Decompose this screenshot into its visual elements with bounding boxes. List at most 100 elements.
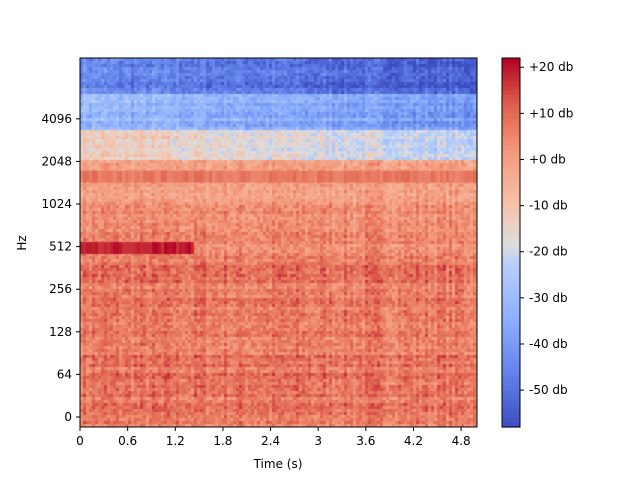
colorbar-swatch <box>502 274 520 280</box>
x-tick-label: 3 <box>314 434 322 448</box>
colorbar-swatch <box>502 408 520 414</box>
colorbar-swatch <box>502 237 520 244</box>
colorbar-swatch <box>502 131 520 138</box>
colorbar-swatch <box>502 164 520 170</box>
colorbar-swatch <box>502 270 520 276</box>
colorbar-swatch <box>502 104 520 110</box>
colorbar-swatch <box>502 348 520 354</box>
colorbar-tick-label: +10 db <box>529 106 573 120</box>
colorbar-swatch <box>502 150 520 156</box>
colorbar-tick-label: -50 db <box>529 383 568 397</box>
y-tick-label: 512 <box>49 240 72 254</box>
colorbar-tick-label: -30 db <box>529 291 568 305</box>
colorbar-swatch <box>502 117 520 124</box>
y-axis: 0 64 128 256 512 1024 2048 4096 <box>41 112 80 424</box>
colorbar-swatch <box>502 353 520 359</box>
colorbar-axis: +20 db +10 db +0 db -10 db -20 db -30 db -40 d… <box>520 60 573 397</box>
colorbar-swatch <box>502 297 520 304</box>
colorbar-swatch <box>502 334 520 340</box>
colorbar-swatch <box>502 367 520 373</box>
colorbar-swatch <box>502 81 520 87</box>
y-tick-label: 0 <box>64 410 72 424</box>
spectrogram-image <box>80 58 477 427</box>
colorbar-swatch <box>502 251 520 257</box>
colorbar-swatch <box>502 224 520 230</box>
y-tick-label: 1024 <box>41 197 72 211</box>
colorbar-swatch <box>502 173 520 179</box>
colorbar-swatch <box>502 242 520 248</box>
colorbar-swatch <box>502 205 520 211</box>
y-axis-label: Hz <box>15 235 29 250</box>
colorbar-swatch <box>502 371 520 377</box>
colorbar-swatch <box>502 210 520 216</box>
colorbar-swatch <box>502 413 520 419</box>
colorbar-swatch <box>502 302 520 308</box>
y-tick-label: 128 <box>49 325 72 339</box>
colorbar-swatch <box>502 76 520 82</box>
colorbar-swatch <box>502 127 520 133</box>
colorbar-swatch <box>502 62 520 68</box>
y-tick-label: 4096 <box>41 112 72 126</box>
colorbar-swatch <box>502 247 520 253</box>
colorbar-swatch <box>502 362 520 368</box>
colorbar-swatch <box>502 288 520 294</box>
colorbar-swatch <box>502 385 520 391</box>
colorbar-swatch <box>502 394 520 400</box>
colorbar-swatch <box>502 320 520 327</box>
colorbar-swatch <box>502 136 520 142</box>
colorbar <box>501 57 521 428</box>
colorbar-swatch <box>502 357 520 364</box>
colorbar-swatch <box>502 177 520 184</box>
colorbar-swatch <box>502 94 520 101</box>
x-axis-label: Time (s) <box>253 457 303 471</box>
colorbar-tick-label: -40 db <box>529 337 568 351</box>
colorbar-swatch <box>502 284 520 290</box>
colorbar-swatch <box>502 339 520 345</box>
colorbar-swatch <box>502 233 520 239</box>
colorbar-swatch <box>502 191 520 197</box>
colorbar-swatch <box>502 307 520 313</box>
colorbar-swatch <box>502 159 520 165</box>
colorbar-swatch <box>502 316 520 322</box>
plot-area <box>79 57 478 428</box>
colorbar-swatch <box>502 325 520 331</box>
x-axis: 0 0.6 1.2 1.8 2.4 3 3.6 4.2 4.8 <box>76 427 471 448</box>
colorbar-swatch <box>502 187 520 193</box>
colorbar-swatch <box>502 214 520 221</box>
colorbar-tick-label: -10 db <box>529 199 568 213</box>
colorbar-swatch <box>502 399 520 405</box>
x-tick-label: 3.6 <box>356 434 375 448</box>
colorbar-swatch <box>502 219 520 225</box>
y-tick-label: 64 <box>57 367 72 381</box>
colorbar-frame <box>501 57 521 428</box>
colorbar-swatch <box>502 376 520 382</box>
colorbar-swatch <box>502 330 520 336</box>
colorbar-swatch <box>502 145 520 151</box>
colorbar-swatch <box>502 311 520 317</box>
colorbar-swatch <box>502 154 520 161</box>
colorbar-swatch <box>502 85 520 91</box>
colorbar-swatch <box>502 122 520 128</box>
x-tick-label: 4.8 <box>452 434 471 448</box>
y-tick-label: 2048 <box>41 154 72 168</box>
colorbar-swatch <box>502 265 520 271</box>
colorbar-swatch <box>502 99 520 105</box>
colorbar-tick-label: +0 db <box>529 152 566 166</box>
colorbar-swatch <box>502 196 520 202</box>
colorbar-swatch <box>502 90 520 96</box>
colorbar-swatch <box>502 417 520 423</box>
colorbar-swatch <box>502 168 520 174</box>
colorbar-swatch <box>502 200 520 207</box>
colorbar-swatch <box>502 256 520 262</box>
colorbar-swatch <box>502 67 520 73</box>
colorbar-swatch <box>502 422 520 428</box>
x-tick-label: 2.4 <box>261 434 280 448</box>
x-tick-label: 0 <box>76 434 84 448</box>
colorbar-swatch <box>502 228 520 234</box>
colorbar-tick-label: -20 db <box>529 245 568 259</box>
x-tick-label: 1.8 <box>213 434 232 448</box>
colorbar-swatch <box>502 141 520 147</box>
colorbar-swatch <box>502 260 520 267</box>
plot-frame <box>79 57 478 428</box>
colorbar-swatch <box>502 182 520 188</box>
